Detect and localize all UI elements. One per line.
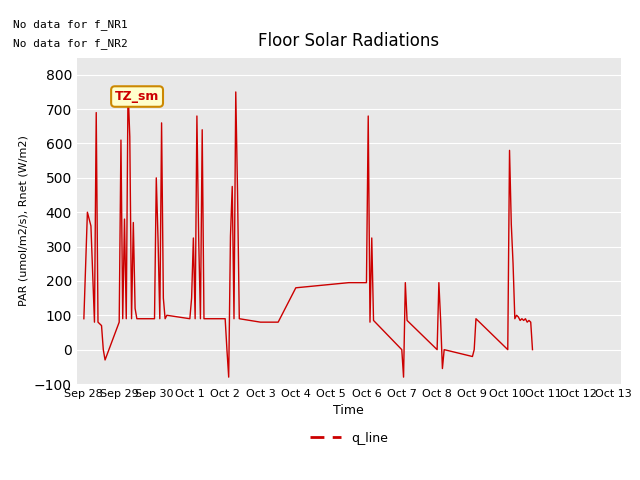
- Y-axis label: PAR (umol/m2/s), Rnet (W/m2): PAR (umol/m2/s), Rnet (W/m2): [19, 135, 28, 306]
- Text: TZ_sm: TZ_sm: [115, 90, 159, 103]
- X-axis label: Time: Time: [333, 405, 364, 418]
- Legend: q_line: q_line: [305, 427, 393, 450]
- Text: No data for f_NR1: No data for f_NR1: [13, 19, 127, 30]
- Title: Floor Solar Radiations: Floor Solar Radiations: [258, 33, 440, 50]
- Text: No data for f_NR2: No data for f_NR2: [13, 38, 127, 49]
